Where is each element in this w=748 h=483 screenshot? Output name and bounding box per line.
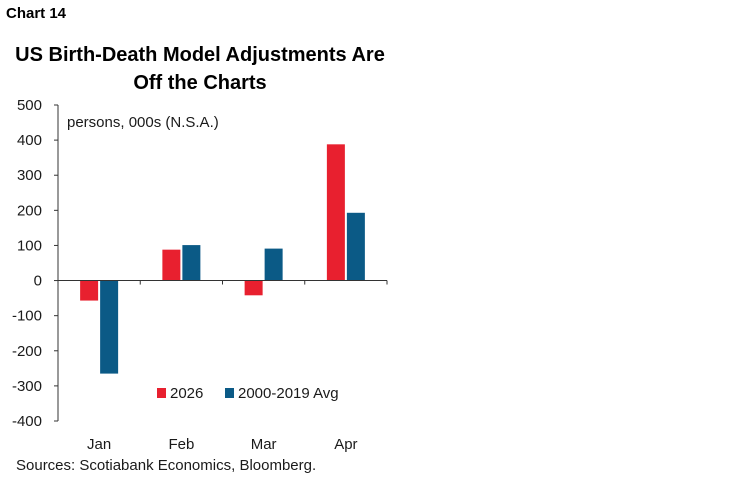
chart-title: US Birth-Death Model Adjustments Are Off… [0,41,400,97]
bar-apr-series-2 [346,212,365,281]
chart-title-line-1: US Birth-Death Model Adjustments Are [15,44,385,66]
y-tick-label: 300 [17,167,42,184]
bar-feb-series-2 [182,245,201,281]
chart-number-label: Chart 14 [6,5,67,22]
x-tick-label: Jan [87,436,111,453]
bar-feb-series-1 [162,249,181,281]
legend: 2026 2000-2019 Avg [157,385,339,402]
y-axis-ticks: -400 -300 -200 -100 0 100 200 300 400 500 [12,97,58,430]
y-tick-label: 400 [17,132,42,149]
y-tick-label: 200 [17,202,42,219]
legend-swatch-2 [225,388,234,398]
y-tick-label: -100 [12,308,42,325]
legend-swatch-1 [157,388,166,398]
y-tick-label: 0 [34,273,42,290]
bar-mar-series-1 [244,280,263,296]
x-tick-label: Apr [334,436,357,453]
legend-label-2: 2000-2019 Avg [238,385,339,402]
source-note: Sources: Scotiabank Economics, Bloomberg… [16,457,317,474]
bar-jan-series-2 [100,280,119,374]
bar-apr-series-1 [326,144,345,281]
x-tick-label: Feb [168,436,194,453]
unit-label: persons, 000s (N.S.A.) [67,114,219,131]
x-axis-ticks: Jan Feb Mar Apr [87,280,388,453]
bar-mar-series-2 [264,248,283,281]
y-tick-label: -200 [12,343,42,360]
y-tick-label: -300 [12,378,42,395]
y-tick-label: 500 [17,97,42,114]
x-tick-label: Mar [251,436,277,453]
legend-label-1: 2026 [170,385,203,402]
y-tick-label: -400 [12,413,42,430]
bars [80,144,365,374]
bar-jan-series-1 [80,280,99,301]
y-tick-label: 100 [17,237,42,254]
chart-title-line-2: Off the Charts [133,72,267,94]
